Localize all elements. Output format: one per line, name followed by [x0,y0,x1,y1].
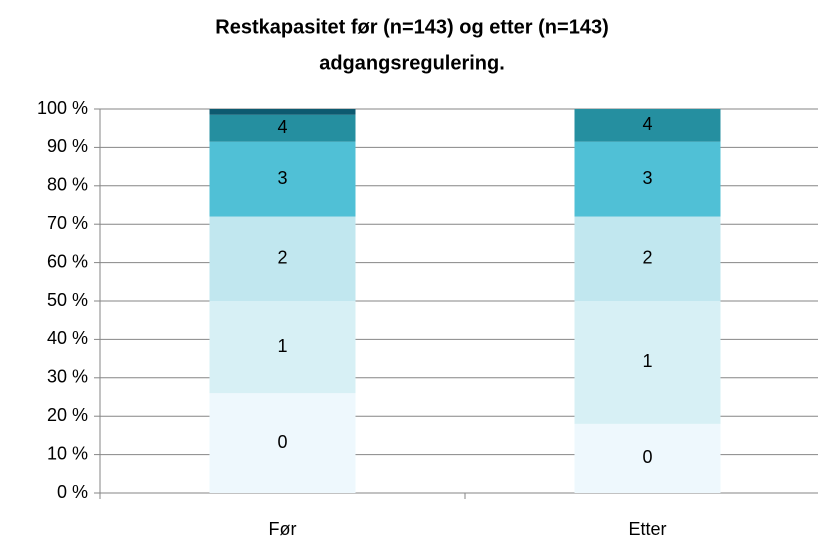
x-tick-label: Før [269,519,297,538]
y-tick-label: 0 % [57,482,88,502]
data-label: 0 [642,447,652,467]
data-label: 2 [642,248,652,268]
y-tick-label: 60 % [47,251,88,271]
data-label: 3 [277,168,287,188]
bar-segment [574,216,721,301]
y-tick-label: 80 % [47,175,88,195]
data-label: 4 [277,117,287,137]
chart-title: adgangsregulering. [319,52,505,74]
bar-segment [209,393,356,493]
chart-title: Restkapasitet før (n=143) og etter (n=14… [215,16,608,38]
bar-segment [574,423,721,493]
bar-segment [209,114,356,142]
y-tick-label: 10 % [47,443,88,463]
y-tick-label: 20 % [47,405,88,425]
x-tick-label: Etter [628,519,666,538]
y-tick-label: 30 % [47,367,88,387]
data-label: 2 [277,248,287,268]
y-tick-label: 90 % [47,136,88,156]
bar-segment [209,141,356,217]
data-label: 4 [642,114,652,134]
y-tick-label: 50 % [47,290,88,310]
data-label: 3 [642,168,652,188]
y-tick-label: 100 % [37,98,88,118]
bar-segment [574,301,721,424]
bar-segment [574,109,721,142]
y-tick-label: 70 % [47,213,88,233]
bar-segment [209,109,356,115]
bar-segment [209,216,356,301]
data-label: 1 [277,336,287,356]
data-label: 0 [277,432,287,452]
bar-segment [574,141,721,217]
y-tick-label: 40 % [47,328,88,348]
bar-segment [209,301,356,394]
data-label: 1 [642,351,652,371]
